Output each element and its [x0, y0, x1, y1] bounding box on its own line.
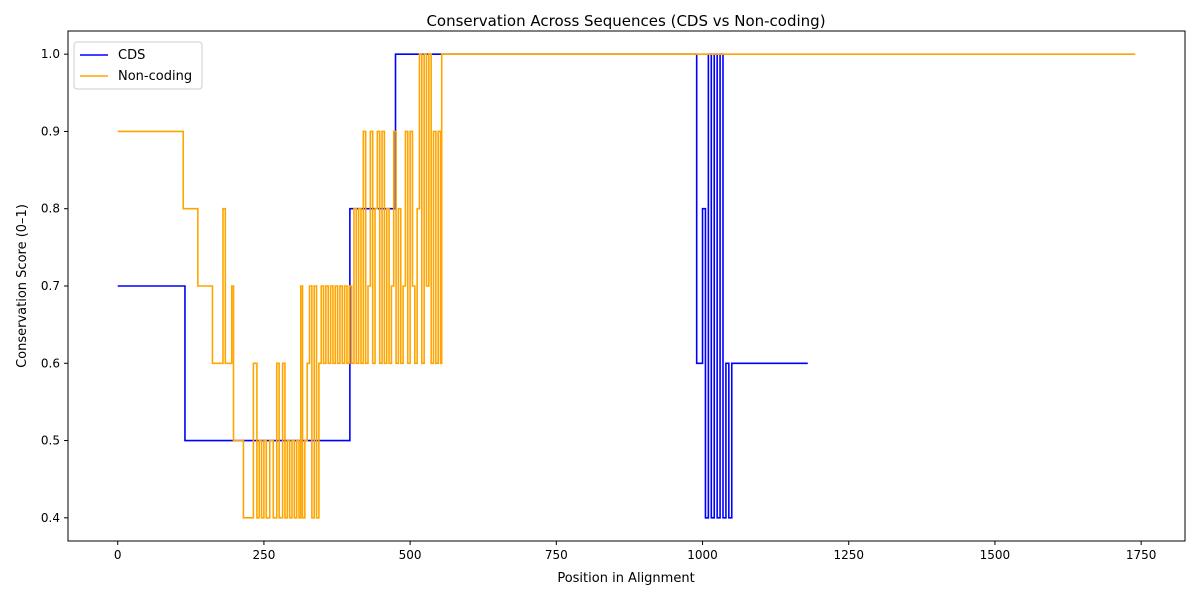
- chart-title: Conservation Across Sequences (CDS vs No…: [426, 12, 825, 30]
- series-line-non-coding: [117, 53, 1136, 519]
- legend: CDS Non-coding: [73, 41, 203, 90]
- y-tick-label: 1.0: [41, 47, 60, 61]
- x-tick-label: 500: [399, 548, 422, 562]
- x-tick-label: 1000: [687, 548, 718, 562]
- legend-label-non-coding: Non-coding: [118, 69, 192, 84]
- x-axis-label: Position in Alignment: [557, 571, 694, 586]
- y-tick-label: 0.9: [41, 124, 60, 138]
- legend-label-cds: CDS: [118, 48, 145, 63]
- y-tick-label: 0.4: [41, 511, 60, 525]
- x-tick-label: 250: [252, 548, 275, 562]
- x-tick-label: 1750: [1126, 548, 1157, 562]
- y-tick-label: 0.7: [41, 279, 60, 293]
- y-tick-label: 0.6: [41, 356, 60, 370]
- y-axis-ticks: 0.4 0.5 0.6 0.7 0.8 0.9 1.0: [41, 47, 68, 525]
- legend-box: [73, 41, 203, 90]
- x-tick-label: 0: [114, 548, 122, 562]
- series-layer: [117, 53, 1136, 519]
- x-tick-label: 1500: [980, 548, 1011, 562]
- x-tick-label: 1250: [833, 548, 864, 562]
- x-axis-ticks: 0 250 500 750 1000 1250 1500 1750: [114, 541, 1157, 562]
- y-axis-label: Conservation Score (0–1): [15, 204, 30, 368]
- x-tick-label: 750: [545, 548, 568, 562]
- y-tick-label: 0.5: [41, 434, 60, 448]
- y-tick-label: 0.8: [41, 202, 60, 216]
